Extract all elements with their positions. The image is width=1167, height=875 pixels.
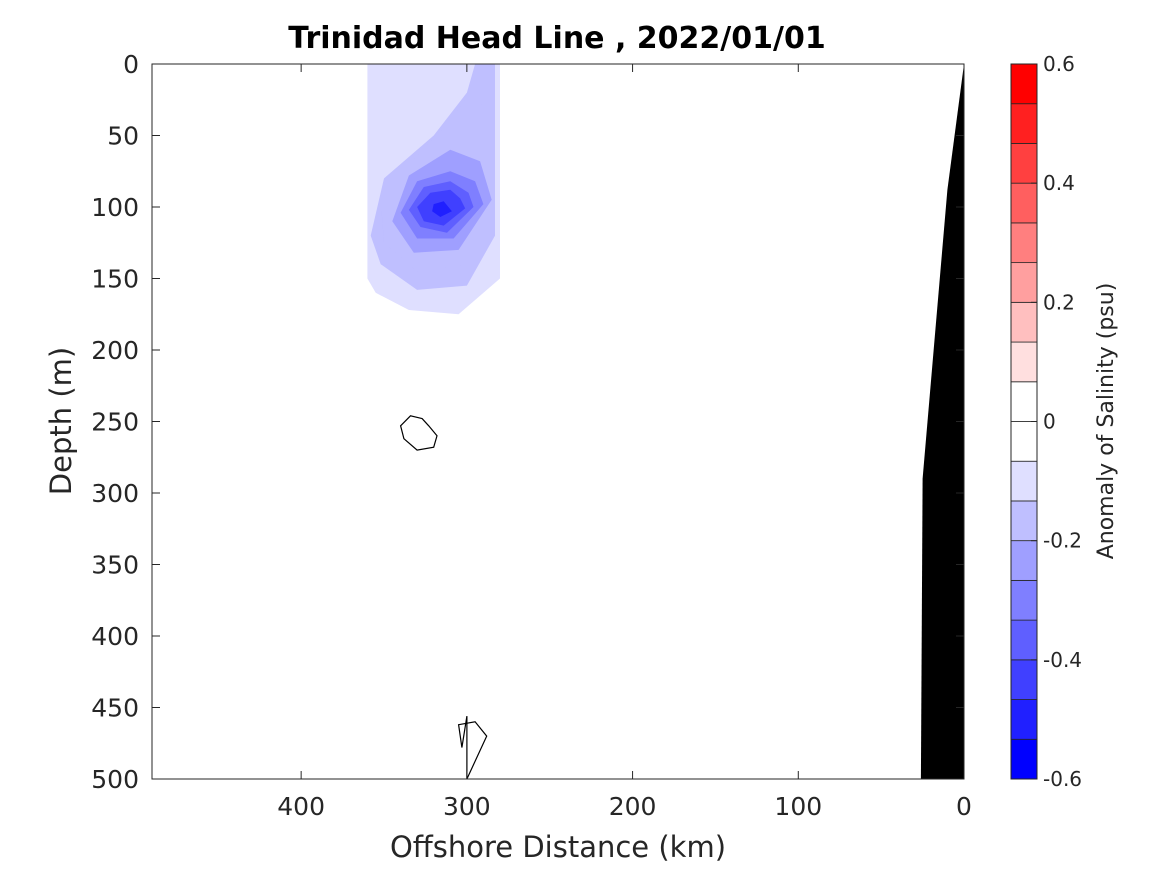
colorbar-bin <box>1010 421 1038 462</box>
colorbar-bin <box>1010 699 1038 740</box>
zero-contour-0 <box>399 415 438 451</box>
colorbar-tick-label: -0.2 <box>1043 529 1082 553</box>
colorbar <box>1010 63 1038 780</box>
y-tick-label: 200 <box>91 336 139 365</box>
colorbar-bin <box>1010 540 1038 581</box>
y-axis: 0 50 100 150 200 250 300 350 400 450 500 <box>91 50 964 794</box>
y-tick-label: 150 <box>91 265 139 294</box>
colorbar-tick-label: -0.6 <box>1043 767 1082 791</box>
anomaly-contour-2 <box>486 521 500 594</box>
zero-contour-layer <box>399 415 488 779</box>
colorbar-bin <box>1010 619 1038 661</box>
colorbar-tick-label: 0.2 <box>1043 290 1075 314</box>
colorbar-tick-label: 0 <box>1043 410 1056 434</box>
colorbar-title: Anomaly of Salinity (psu) <box>1094 283 1119 560</box>
colorbar-bin <box>1010 63 1038 105</box>
colorbar-bin <box>1010 222 1038 264</box>
colorbar-bin <box>1010 143 1038 184</box>
colorbar-bin <box>1010 500 1038 542</box>
y-tick-label: 450 <box>91 694 139 723</box>
x-axis: 400 300 200 100 0 <box>277 64 972 821</box>
zero-contour-1 <box>457 716 488 779</box>
x-tick-label: 300 <box>443 792 491 821</box>
colorbar-tick-label: 0.6 <box>1043 52 1075 76</box>
y-tick-label: 0 <box>123 50 139 79</box>
y-tick-label: 350 <box>91 551 139 580</box>
x-axis-title: Offshore Distance (km) <box>390 830 726 864</box>
colorbar-bin <box>1010 460 1038 502</box>
colorbar-bin <box>1010 182 1038 224</box>
anomaly-contour-3 <box>367 650 379 779</box>
colorbar-bin <box>1010 262 1038 303</box>
anomaly-contour-12 <box>432 201 452 217</box>
colorbar-bin <box>1010 738 1038 780</box>
y-tick-label: 250 <box>91 408 139 437</box>
y-axis-title: Depth (m) <box>44 347 78 495</box>
x-tick-label: 400 <box>277 792 325 821</box>
y-tick-label: 500 <box>91 765 139 794</box>
colorbar-bin <box>1010 579 1038 621</box>
y-tick-label: 50 <box>107 122 139 151</box>
anomaly-contour-layer <box>367 64 500 779</box>
x-tick-label: 200 <box>609 792 657 821</box>
colorbar-tick-label: 0.4 <box>1043 171 1075 195</box>
bathymetry-layer <box>920 64 964 779</box>
colorbar-bin <box>1010 659 1038 700</box>
colorbar-bin <box>1010 301 1038 343</box>
bathymetry-shelf <box>920 64 964 779</box>
anomaly-contour-1 <box>486 392 500 451</box>
colorbar-bin <box>1010 381 1038 422</box>
x-tick-label: 0 <box>956 792 972 821</box>
colorbar-ticks: -0.6 -0.4 -0.2 0 0.2 0.4 0.6 <box>1031 52 1082 791</box>
y-tick-label: 300 <box>91 479 139 508</box>
y-tick-label: 100 <box>91 193 139 222</box>
plot-background <box>152 64 964 779</box>
chart-title: Trinidad Head Line , 2022/01/01 <box>288 21 825 56</box>
x-tick-label: 100 <box>774 792 822 821</box>
y-tick-label: 400 <box>91 622 139 651</box>
colorbar-tick-label: -0.4 <box>1043 648 1082 672</box>
colorbar-bin <box>1010 341 1038 383</box>
colorbar-bin <box>1010 103 1038 144</box>
